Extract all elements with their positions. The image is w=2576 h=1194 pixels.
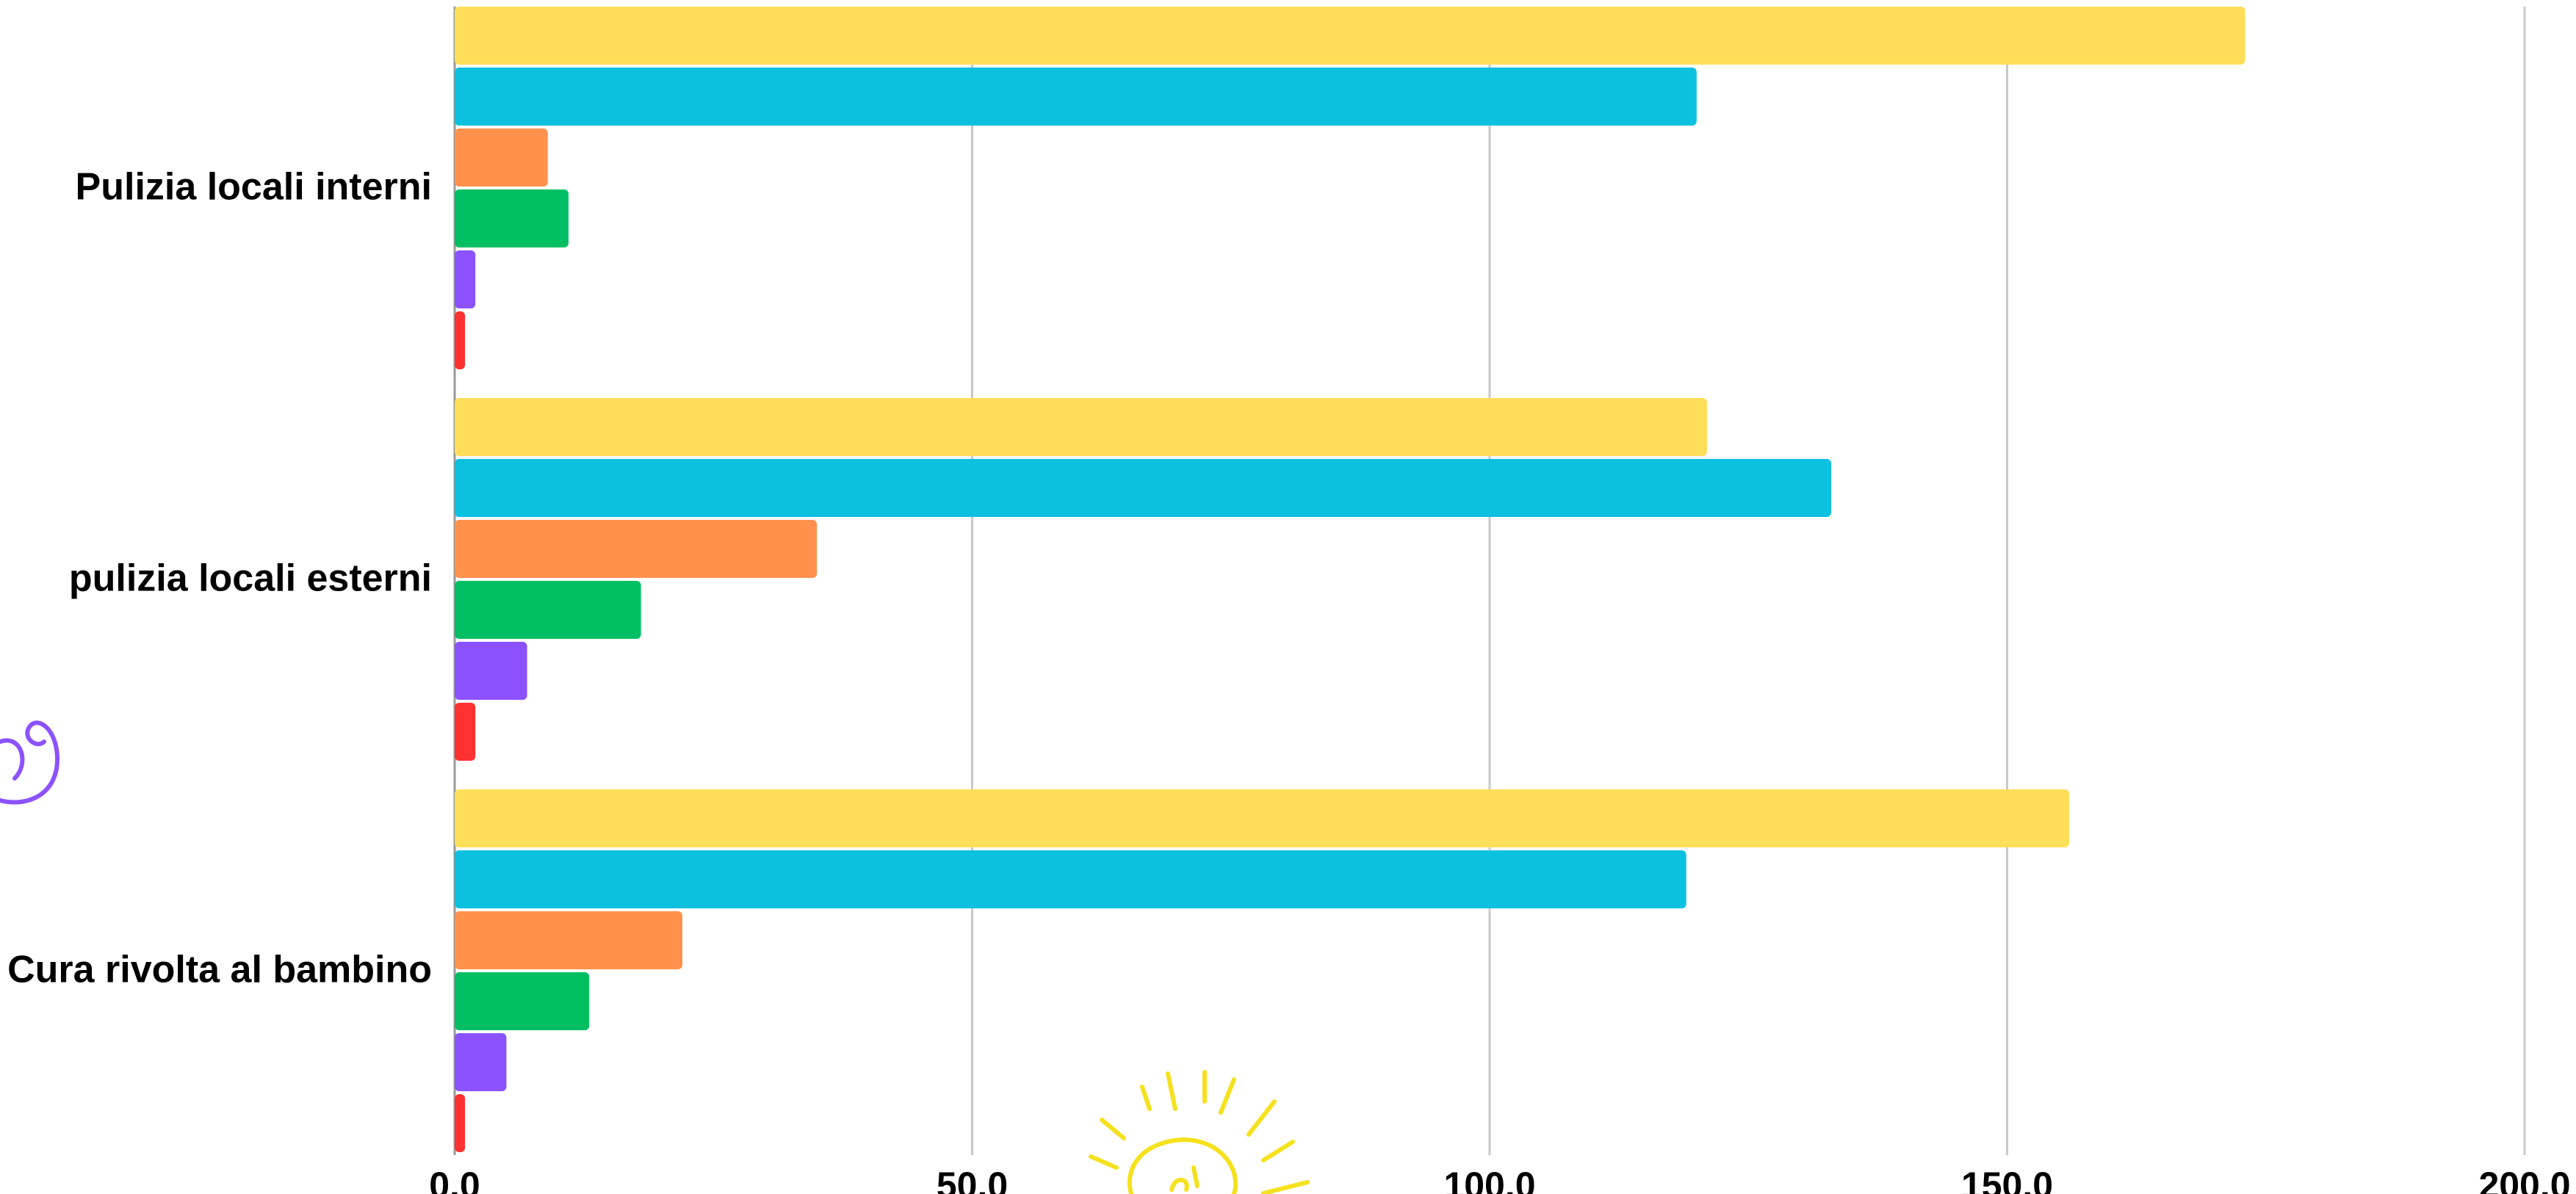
bar xyxy=(455,398,1707,456)
category-label: Pulizia locali interni xyxy=(76,166,432,209)
x-tick-label: 50.0 xyxy=(937,1165,1008,1194)
bar xyxy=(455,1033,507,1091)
bar xyxy=(455,311,466,369)
curl-doodle xyxy=(0,720,60,805)
bar xyxy=(455,189,569,247)
category-label: Cura rivolta al bambino xyxy=(7,949,432,991)
x-tick-label: 150.0 xyxy=(1961,1165,2053,1194)
x-tick-label: 0.0 xyxy=(429,1165,480,1194)
bar xyxy=(455,703,476,761)
bar xyxy=(455,7,2245,65)
sun-doodle xyxy=(1089,1070,1310,1194)
bar xyxy=(455,850,1686,908)
bar xyxy=(455,789,2070,847)
bar xyxy=(455,129,548,187)
bar xyxy=(455,459,1831,517)
bar xyxy=(455,250,476,308)
bar xyxy=(455,1094,466,1152)
bar xyxy=(455,520,818,578)
bar xyxy=(455,642,527,700)
bar xyxy=(455,911,682,969)
decoration xyxy=(0,720,1310,1194)
x-tick-label: 100.0 xyxy=(1443,1165,1535,1194)
x-tick-label: 200.0 xyxy=(2478,1165,2570,1194)
bar xyxy=(455,68,1697,126)
bar xyxy=(455,581,641,639)
bar xyxy=(455,972,590,1030)
category-label: pulizia locali esterni xyxy=(69,557,432,600)
